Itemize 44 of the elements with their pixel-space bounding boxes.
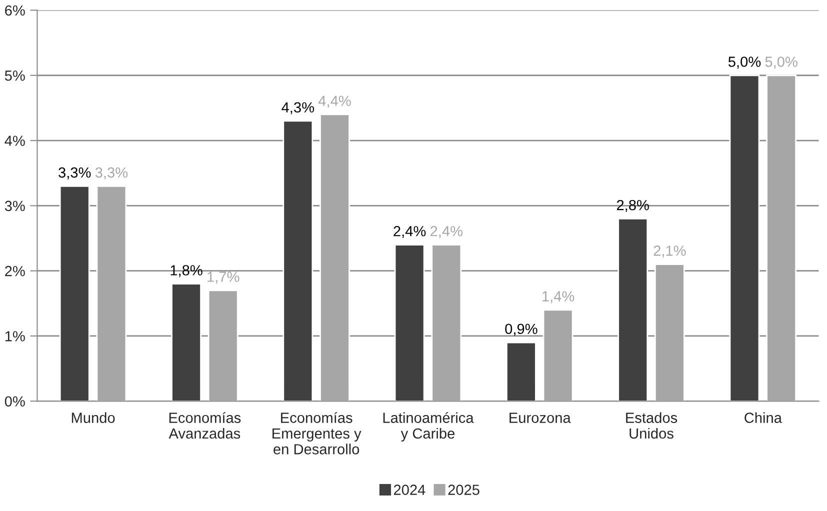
bar	[96, 185, 127, 402]
data-label: 3,3%	[58, 167, 91, 180]
y-tick-label: 1%	[5, 331, 25, 342]
bar	[766, 74, 797, 402]
x-tick-label: Eurozona	[510, 412, 571, 423]
x-tick-label: Estados Unidos	[626, 412, 678, 439]
data-label: 2,4%	[394, 226, 426, 238]
y-tick-label: 0%	[4, 396, 25, 407]
x-tick-label: Economías Avanzadas	[168, 412, 241, 439]
y-tick-label: 6%	[5, 5, 25, 16]
legend-label: 2025	[448, 484, 480, 495]
bar	[654, 264, 685, 402]
data-label: 4,4%	[318, 96, 351, 108]
data-label: 5,0%	[765, 56, 798, 69]
bar	[394, 244, 425, 402]
data-label: 1,4%	[542, 291, 574, 304]
y-tick-label: 4%	[4, 136, 25, 146]
x-tick-label: Mundo	[72, 412, 115, 423]
data-label: 3,3%	[95, 167, 128, 180]
bar	[208, 290, 238, 402]
bar	[618, 218, 648, 402]
y-tick-label: 2%	[5, 266, 25, 276]
bar	[542, 309, 574, 402]
x-tick-label: China	[744, 412, 782, 423]
data-label: 2,1%	[654, 246, 686, 258]
x-tick-label: Latinoamérica y Caribe	[383, 412, 474, 442]
bar	[59, 185, 90, 402]
y-tick-label: 3%	[4, 200, 25, 212]
data-label: 1,7%	[208, 272, 240, 284]
data-label: 2,8%	[616, 200, 649, 212]
bar	[171, 283, 202, 402]
data-label: 5,0%	[728, 56, 761, 69]
data-label: 4,3%	[282, 102, 314, 114]
x-tick-label: Economías Emergentes y en Desarrollo	[272, 412, 362, 454]
data-label: 2,4%	[430, 226, 462, 238]
legend-label: 2024	[394, 484, 426, 495]
bar	[320, 114, 350, 402]
bar	[431, 244, 462, 402]
data-label: 0,9%	[505, 324, 538, 336]
bar	[282, 120, 314, 402]
bar	[506, 342, 536, 402]
y-tick-label: 5%	[4, 70, 25, 81]
bar	[729, 74, 760, 402]
data-label: 1,8%	[170, 265, 202, 278]
